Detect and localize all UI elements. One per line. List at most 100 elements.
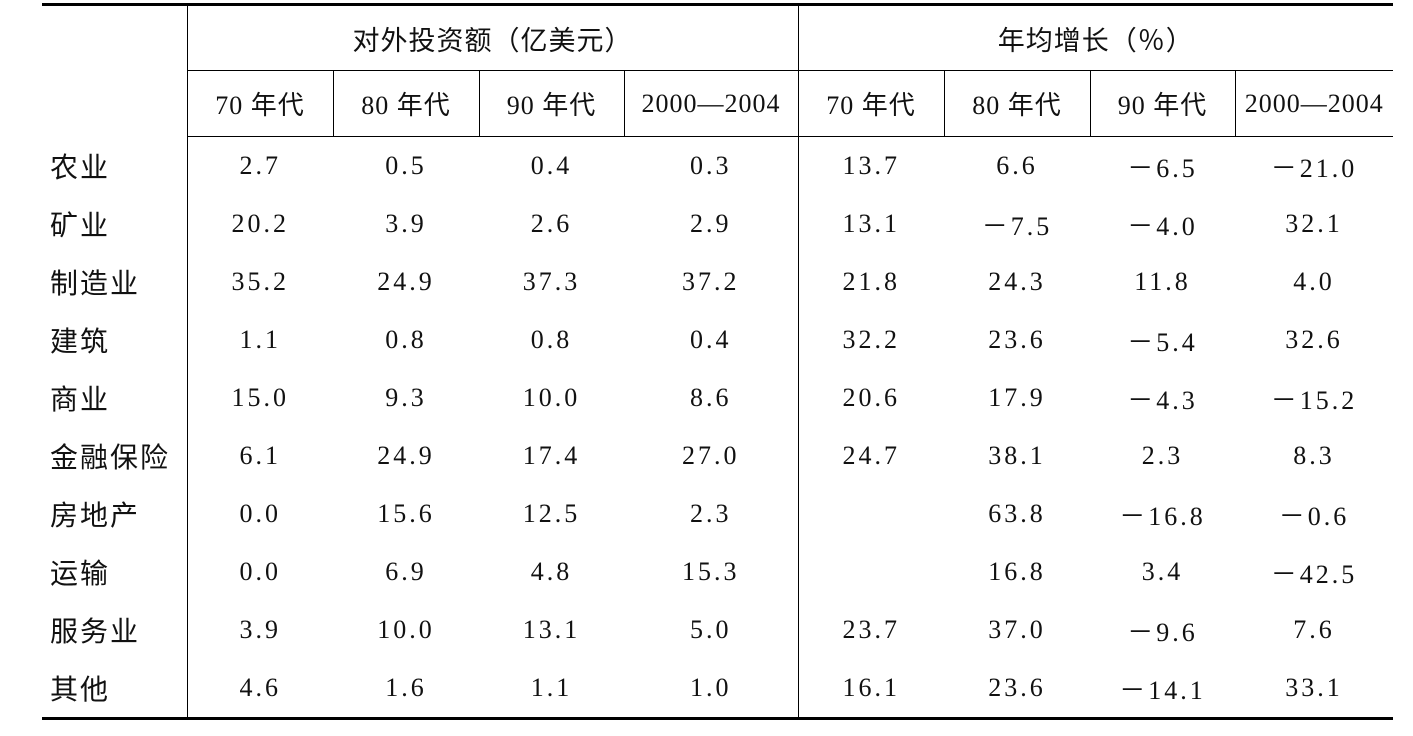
table-row: 其他 4.6 1.6 1.1 1.0 16.1 23.6 －14.1 33.1	[42, 659, 1393, 719]
value-cell: 37.3	[522, 267, 581, 296]
value-cell: －5.4	[1127, 327, 1198, 357]
row-label: 运输	[42, 543, 188, 601]
value-cell: 20.2	[231, 209, 289, 238]
data-table: 对外投资额（亿美元） 年均增长（％） 70 年代 80 年代 90 年代 2000—200…	[42, 3, 1393, 720]
value-cell: 15.0	[231, 383, 289, 412]
value-cell: 6.1	[239, 441, 281, 470]
value-cell: －14.1	[1119, 675, 1206, 705]
row-label: 金融保险	[42, 427, 188, 485]
table-row: 商业 15.0 9.3 10.0 8.6 20.6 17.9 －4.3 －15.2	[42, 369, 1393, 427]
value-cell: 0.5	[385, 151, 427, 180]
value-cell: －9.6	[1127, 617, 1198, 647]
table-row: 金融保险 6.1 24.9 17.4 27.0 24.7 38.1 2.3 8.3	[42, 427, 1393, 485]
value-cell: －7.5	[981, 211, 1053, 241]
column-header: 90 年代	[478, 70, 624, 137]
value-cell: 3.4	[1141, 557, 1184, 586]
value-cell: 0.4	[530, 151, 573, 180]
value-cell: 32.2	[797, 311, 944, 369]
column-header: 2000—2004	[623, 70, 798, 137]
value-cell: 24.7	[797, 427, 944, 485]
value-cell: 6.9	[385, 557, 427, 586]
value-cell: 0.8	[385, 325, 427, 354]
header-row: 70 年代 80 年代 90 年代 2000—2004 70 年代 80 年代 90 年代 2…	[42, 70, 1393, 137]
value-cell: 11.8	[1134, 267, 1191, 296]
value-cell: 37.0	[988, 615, 1046, 644]
value-cell: 24.9	[377, 267, 435, 296]
value-cell: 20.6	[797, 369, 944, 427]
value-cell: 24.9	[377, 441, 435, 470]
value-cell: －16.8	[1119, 501, 1206, 531]
row-label: 矿业	[42, 195, 188, 253]
row-label: 服务业	[42, 601, 188, 659]
value-cell: 13.1	[797, 195, 944, 253]
value-cell: 2.3	[1141, 441, 1184, 470]
table-header: 对外投资额（亿美元） 年均增长（％） 70 年代 80 年代 90 年代 2000—200…	[42, 4, 1393, 137]
value-cell: 0.8	[530, 325, 573, 354]
value-cell: 10.0	[377, 615, 435, 644]
column-header: 90 年代	[1089, 70, 1235, 137]
table-row: 房地产 0.0 15.6 12.5 2.3 63.8 －16.8 －0.6	[42, 485, 1393, 543]
value-cell: 1.1	[239, 325, 281, 354]
row-label: 制造业	[42, 253, 188, 311]
value-cell: 2.3	[690, 499, 732, 528]
value-cell: －4.3	[1127, 385, 1198, 415]
value-cell: －42.5	[1270, 559, 1358, 589]
value-cell: 1.0	[690, 673, 732, 702]
value-cell: 4.8	[530, 557, 573, 586]
value-cell: 2.7	[239, 151, 281, 180]
row-label: 商业	[42, 369, 188, 427]
value-cell: 63.8	[988, 499, 1046, 528]
value-cell: 33.1	[1285, 673, 1343, 702]
row-label: 建筑	[42, 311, 188, 369]
corner-cell	[42, 4, 188, 137]
value-cell: 23.7	[797, 601, 944, 659]
row-label: 房地产	[42, 485, 188, 543]
value-cell: 2.6	[530, 209, 573, 238]
column-header: 70 年代	[187, 70, 333, 137]
group-header: 对外投资额（亿美元）	[352, 25, 633, 56]
value-cell: 2.9	[690, 209, 732, 238]
value-cell: 6.6	[996, 151, 1038, 180]
header-row: 对外投资额（亿美元） 年均增长（％）	[42, 4, 1393, 137]
row-label: 农业	[42, 136, 188, 195]
value-cell: 21.8	[797, 253, 944, 311]
value-cell: 13.1	[522, 615, 581, 644]
value-cell: －6.5	[1127, 153, 1198, 183]
column-header: 70 年代	[797, 70, 944, 137]
value-cell: 9.3	[385, 383, 427, 412]
value-cell: 7.6	[1293, 615, 1335, 644]
value-cell: 1.1	[530, 673, 573, 702]
value-cell: －4.0	[1127, 211, 1198, 241]
value-cell: 0.0	[239, 557, 281, 586]
table-row: 农业 2.7 0.5 0.4 0.3 13.7 6.6 －6.5 －21.0	[42, 136, 1393, 195]
value-cell: 13.7	[797, 136, 944, 195]
table-row: 建筑 1.1 0.8 0.8 0.4 32.2 23.6 －5.4 32.6	[42, 311, 1393, 369]
value-cell: 4.0	[1293, 267, 1335, 296]
value-cell: 38.1	[988, 441, 1046, 470]
row-label: 其他	[42, 659, 188, 719]
value-cell: －0.6	[1278, 501, 1350, 531]
value-cell: 0.3	[690, 151, 732, 180]
value-cell: 37.2	[682, 267, 740, 296]
table-row: 运输 0.0 6.9 4.8 15.3 16.8 3.4 －42.5	[42, 543, 1393, 601]
group-header: 年均增长（％）	[797, 4, 1393, 71]
value-cell: 8.3	[1293, 441, 1335, 470]
value-cell: 24.3	[988, 267, 1046, 296]
value-cell: 10.0	[522, 383, 581, 412]
table-row: 矿业 20.2 3.9 2.6 2.9 13.1 －7.5 －4.0 32.1	[42, 195, 1393, 253]
value-cell: 17.4	[522, 441, 581, 470]
value-cell: 32.6	[1285, 325, 1343, 354]
value-cell: 23.6	[988, 673, 1046, 702]
empty-cell	[797, 485, 944, 543]
value-cell: 3.9	[239, 615, 281, 644]
empty-cell	[797, 543, 944, 601]
value-cell: －21.0	[1270, 153, 1358, 183]
table-row: 制造业 35.2 24.9 37.3 37.2 21.8 24.3 11.8 4.0	[42, 253, 1393, 311]
value-cell: 8.6	[690, 383, 732, 412]
value-cell: 15.3	[682, 557, 740, 586]
value-cell: －15.2	[1270, 385, 1358, 415]
value-cell: 1.6	[385, 673, 427, 702]
value-cell: 3.9	[385, 209, 427, 238]
column-header: 80 年代	[332, 70, 479, 137]
